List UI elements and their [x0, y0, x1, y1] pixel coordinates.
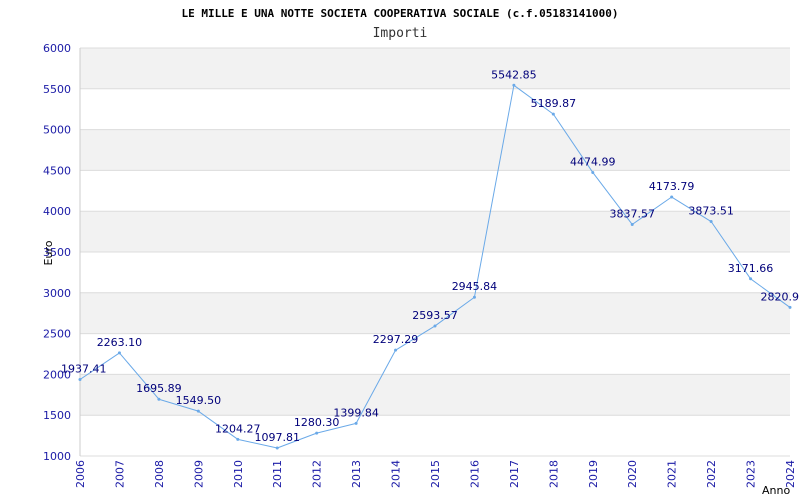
- data-label: 5189.87: [531, 97, 577, 110]
- plot-band: [80, 252, 790, 293]
- plot-band: [80, 415, 790, 456]
- x-tick-label: 2021: [666, 460, 679, 488]
- y-tick-label: 1500: [43, 409, 71, 422]
- data-label: 3837.57: [609, 207, 655, 220]
- y-tick-label: 1000: [43, 450, 71, 463]
- x-tick-label: 2022: [705, 460, 718, 488]
- y-tick-label: 3500: [43, 246, 71, 259]
- x-tick-label: 2017: [508, 460, 521, 488]
- chart-subtitle: Importi: [373, 26, 428, 41]
- data-label: 1549.50: [176, 394, 222, 407]
- data-point: [196, 409, 200, 413]
- data-label: 4474.99: [570, 155, 616, 168]
- x-tick-label: 2012: [311, 460, 324, 488]
- data-point: [315, 431, 319, 435]
- y-tick-label: 2000: [43, 368, 71, 381]
- data-point: [788, 305, 792, 309]
- chart-title: LE MILLE E UNA NOTTE SOCIETA COOPERATIVA…: [181, 7, 618, 20]
- plot-band: [80, 211, 790, 252]
- x-tick-label: 2006: [74, 460, 87, 488]
- x-tick-label: 2007: [113, 460, 126, 488]
- data-label: 2263.10: [97, 336, 143, 349]
- data-point: [236, 437, 240, 441]
- plot-band: [80, 48, 790, 89]
- x-tick-label: 2019: [587, 460, 600, 488]
- y-tick-label: 4000: [43, 205, 71, 218]
- y-tick-label: 2500: [43, 328, 71, 341]
- x-tick-label: 2018: [547, 460, 560, 488]
- data-label: 1937.41: [61, 363, 107, 376]
- y-tick-label: 6000: [43, 42, 71, 55]
- grid-lines: [79, 47, 790, 457]
- y-tick-label: 5500: [43, 83, 71, 96]
- plot-band: [80, 374, 790, 416]
- x-tick-label: 2011: [271, 460, 284, 488]
- y-tick-label: 4500: [43, 164, 71, 177]
- x-tick-label: 2015: [429, 460, 442, 488]
- data-label: 1399.84: [333, 406, 379, 419]
- data-label: 2297.29: [373, 333, 419, 346]
- x-tick-label: 2016: [468, 460, 481, 488]
- x-tick-label: 2024: [784, 460, 797, 488]
- x-tick-label: 2009: [192, 460, 205, 488]
- y-axis-label: Euro: [42, 240, 55, 265]
- data-point: [117, 351, 121, 355]
- data-label: 1280.30: [294, 416, 340, 429]
- data-label: 5542.85: [491, 68, 537, 81]
- plot-band: [80, 170, 790, 212]
- data-point: [551, 112, 555, 116]
- x-axis-label: Anno: [762, 484, 790, 497]
- plot-background-bands: [80, 48, 790, 456]
- y-tick-label: 5000: [43, 124, 71, 137]
- y-tick-label: 3000: [43, 287, 71, 300]
- x-tick-label: 2010: [232, 460, 245, 488]
- data-label: 3873.51: [688, 205, 734, 218]
- data-point: [591, 170, 595, 174]
- series-group: [78, 83, 792, 450]
- data-label: 2820.9: [761, 290, 800, 303]
- x-tick-label: 2013: [350, 460, 363, 488]
- data-point: [709, 220, 713, 224]
- data-point: [394, 348, 398, 352]
- data-point: [512, 83, 516, 87]
- data-point: [670, 195, 674, 199]
- data-label: 1204.27: [215, 422, 261, 435]
- data-label: 2593.57: [412, 309, 458, 322]
- data-label: 1097.81: [254, 431, 300, 444]
- data-point: [354, 421, 358, 425]
- data-point: [157, 397, 161, 401]
- data-label: 4173.79: [649, 180, 695, 193]
- plot-band: [80, 88, 790, 130]
- x-tick-label: 2014: [390, 460, 403, 488]
- data-point: [275, 446, 279, 450]
- data-point: [78, 378, 82, 382]
- data-label: 2945.84: [452, 280, 498, 293]
- plot-band: [80, 129, 790, 171]
- x-tick-label: 2008: [153, 460, 166, 488]
- data-point: [433, 324, 437, 328]
- data-label: 3171.66: [728, 262, 774, 275]
- data-point: [749, 277, 753, 281]
- x-tick-label: 2023: [745, 460, 758, 488]
- x-axis-ticks: 2006 2007 2008 2009 2010 2011 2012 2013 2014 2015…: [74, 460, 797, 488]
- data-point: [630, 222, 634, 226]
- data-label: 1695.89: [136, 382, 182, 395]
- y-axis-ticks: 1000 1500 2000 2500 3000 3500 4000 4500 5000 5500…: [43, 42, 71, 463]
- x-tick-label: 2020: [626, 460, 639, 488]
- data-point: [472, 295, 476, 299]
- plot-band: [80, 333, 790, 375]
